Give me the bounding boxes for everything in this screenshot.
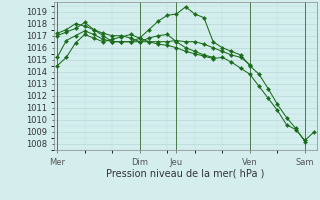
- X-axis label: Pression niveau de la mer( hPa ): Pression niveau de la mer( hPa ): [107, 168, 265, 178]
